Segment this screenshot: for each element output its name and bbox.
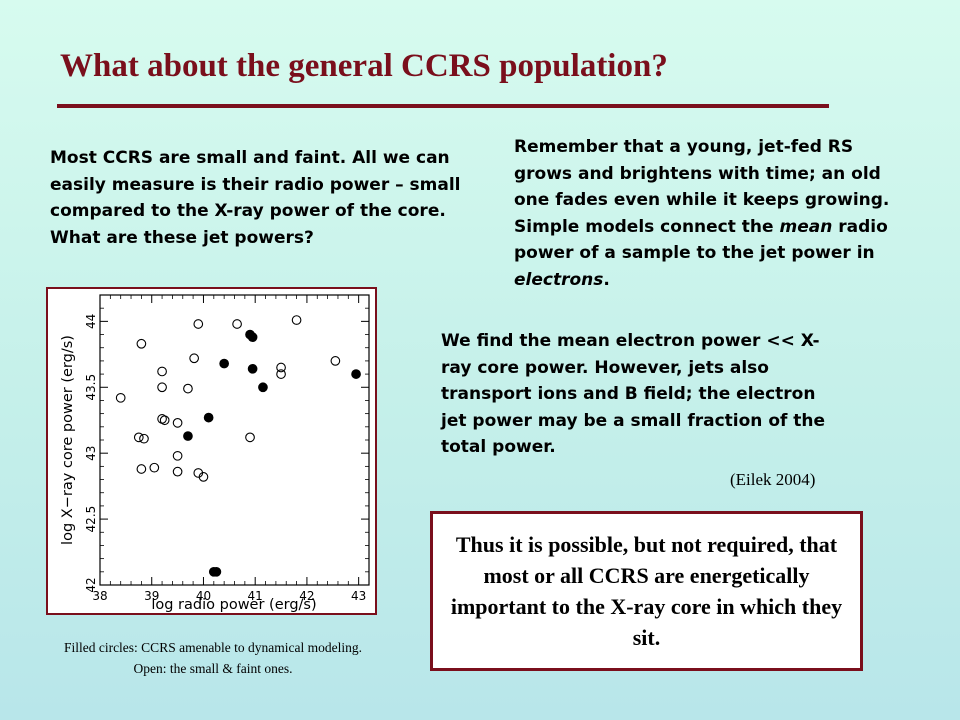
y-tick-label: 44 — [84, 314, 98, 329]
open-data-point — [172, 418, 183, 428]
scatter-plot: 38 39 40 41 42 43 42 42.5 43 43.5 44 log radio po… — [60, 294, 370, 613]
open-data-point — [115, 392, 126, 403]
x-tick-label: 39 — [144, 589, 159, 603]
open-data-point — [149, 462, 160, 473]
y-tick-label: 42 — [84, 577, 98, 592]
open-data-point — [159, 415, 170, 426]
finding-paragraph: We find the mean electron power << X-ray… — [441, 331, 826, 457]
open-data-point — [189, 353, 199, 364]
remember-text-3: . — [603, 269, 610, 290]
data-points — [115, 315, 361, 577]
citation: (Eilek 2004) — [730, 470, 816, 489]
open-data-point — [157, 382, 167, 393]
slide-title: What about the general CCRS population? — [60, 48, 668, 84]
open-data-point — [157, 366, 167, 377]
remember-text-1: Remember that a young, jet-fed RS grows … — [514, 137, 890, 237]
x-ticks: 38 39 40 41 42 43 — [92, 295, 366, 603]
open-data-point — [183, 383, 193, 394]
y-ticks: 42 42.5 43 43.5 44 — [84, 294, 369, 593]
open-data-point — [136, 464, 147, 474]
y-tick-label: 43 — [84, 446, 98, 461]
filled-data-point — [247, 332, 258, 343]
open-data-point — [172, 450, 183, 461]
remember-paragraph: Remember that a young, jet-fed RS grows … — [514, 134, 894, 293]
open-data-point — [157, 414, 167, 424]
y-axis-label: log X−ray core power (erg/s) — [60, 335, 76, 545]
remember-mean-emphasis: mean — [779, 216, 833, 237]
open-data-point — [276, 369, 286, 379]
x-tick-label: 41 — [248, 589, 263, 603]
conclusion-box: Thus it is possible, but not required, t… — [430, 511, 863, 671]
filled-data-point — [258, 382, 268, 393]
x-axis-label: log radio power (erg/s) — [151, 597, 316, 613]
open-data-point — [232, 319, 242, 329]
open-data-point — [276, 362, 286, 373]
open-data-point — [136, 338, 147, 349]
x-tick-label: 38 — [92, 589, 107, 603]
scatter-plot-frame: 38 39 40 41 42 43 42 42.5 43 43.5 44 log radio po… — [46, 287, 377, 615]
filled-data-point — [183, 431, 193, 441]
intro-paragraph: Most CCRS are small and faint. All we ca… — [50, 148, 461, 248]
x-tick-label: 40 — [196, 589, 211, 603]
filled-data-point — [219, 358, 230, 369]
x-tick-label: 42 — [299, 589, 314, 603]
filled-data-point — [351, 369, 361, 379]
open-data-point — [133, 432, 144, 443]
open-data-point — [291, 315, 302, 325]
title-underline — [57, 104, 829, 108]
y-tick-label: 43.5 — [84, 374, 98, 401]
open-data-point — [198, 472, 209, 482]
remember-electrons-emphasis: electrons — [514, 269, 604, 290]
open-data-point — [139, 433, 149, 444]
open-data-point — [172, 466, 183, 477]
open-data-point — [330, 356, 341, 366]
y-tick-label: 42.5 — [84, 506, 98, 533]
filled-data-point — [247, 363, 258, 374]
conclusion-text: Thus it is possible, but not required, t… — [450, 532, 843, 650]
figure-caption: Filled circles: CCRS amenable to dynamic… — [63, 640, 363, 676]
filled-data-point — [211, 566, 222, 577]
x-tick-label: 43 — [351, 589, 366, 603]
filled-data-point — [203, 412, 214, 423]
open-data-point — [245, 432, 255, 443]
open-data-point — [193, 319, 204, 329]
remember-text-2: radio power of a sample to the jet power… — [514, 216, 888, 264]
